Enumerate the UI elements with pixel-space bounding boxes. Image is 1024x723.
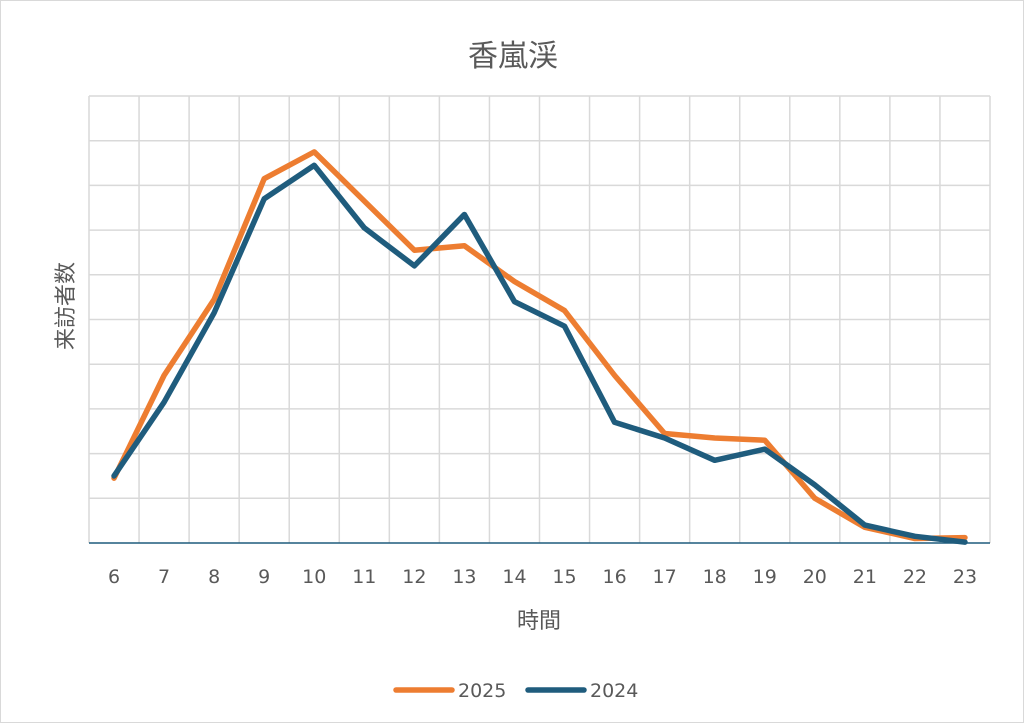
x-tick-label: 9 xyxy=(258,566,270,588)
x-tick-label: 6 xyxy=(108,566,120,588)
x-tick-label: 14 xyxy=(502,566,526,588)
x-tick-labels: 6 7 8 9 10 11 12 13 14 15 16 17 18 19 20 21 22 23 xyxy=(108,566,977,588)
y-axis-label: 来訪者数 xyxy=(54,262,79,350)
x-tick-label: 8 xyxy=(208,566,220,588)
x-tick-label: 19 xyxy=(753,566,777,588)
chart-title: 香嵐渓 xyxy=(468,39,558,74)
x-tick-label: 12 xyxy=(402,566,426,588)
series-lines xyxy=(111,149,968,545)
x-tick-label: 13 xyxy=(452,566,476,588)
x-tick-label: 20 xyxy=(803,566,827,588)
x-tick-label: 17 xyxy=(653,566,677,588)
x-tick-label: 11 xyxy=(352,566,376,588)
x-axis-label: 時間 xyxy=(517,609,561,634)
legend-label-2025: 2025 xyxy=(458,680,506,702)
legend: 2025 2024 xyxy=(393,680,638,702)
x-tick-label: 16 xyxy=(602,566,626,588)
gridlines xyxy=(88,95,991,543)
x-tick-label: 18 xyxy=(703,566,727,588)
x-tick-label: 23 xyxy=(953,566,977,588)
x-tick-label: 15 xyxy=(552,566,576,588)
x-tick-label: 7 xyxy=(158,566,170,588)
series-line-2024 xyxy=(111,162,968,545)
legend-label-2024: 2024 xyxy=(590,680,638,702)
x-tick-label: 22 xyxy=(903,566,927,588)
x-tick-label: 21 xyxy=(853,566,877,588)
series-line-2025 xyxy=(111,149,968,542)
x-tick-label: 10 xyxy=(302,566,326,588)
